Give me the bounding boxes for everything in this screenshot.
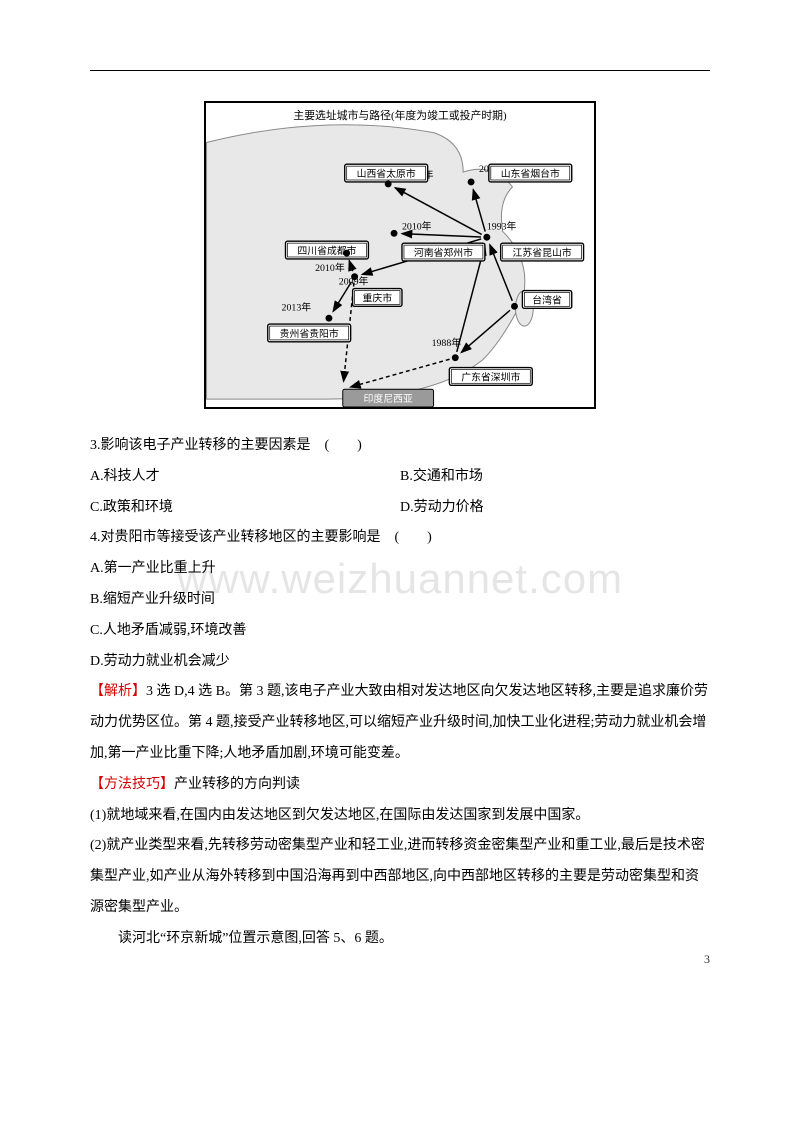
q3-stem: 3.影响该电子产业转移的主要因素是 ( ) [90,431,710,462]
svg-text:1993年: 1993年 [487,219,517,232]
q3-opt-c: C.政策和环境 [90,493,400,524]
map-figure: 主要选址城市与路径(年度为竣工或投产时期) 2003年2004年2010年199… [90,101,710,409]
svg-text:山西省太原市: 山西省太原市 [357,167,416,180]
analysis-label: 【解析】 [90,684,146,699]
svg-text:河南省郑州市: 河南省郑州市 [414,246,473,259]
svg-text:山东省烟台市: 山东省烟台市 [501,167,560,180]
q3-opt-d: D.劳动力价格 [400,493,484,524]
svg-text:重庆市: 重庆市 [363,291,393,304]
analysis-text: 3 选 D,4 选 B。第 3 题,该电子产业大致由相对发达地区向欠发达地区转移… [90,684,708,761]
page-number: 3 [704,952,710,967]
q4-opt-d: D.劳动力就业机会减少 [90,647,710,678]
svg-text:2013年: 2013年 [282,300,312,313]
q3-opt-b: B.交通和市场 [400,462,483,493]
svg-text:2010年: 2010年 [315,261,345,274]
header-rule [90,70,710,71]
svg-text:1988年: 1988年 [432,336,462,349]
svg-text:印度尼西亚: 印度尼西亚 [364,392,413,405]
q4-opt-c: C.人地矛盾减弱,环境改善 [90,616,710,647]
analysis: 【解析】3 选 D,4 选 B。第 3 题,该电子产业大致由相对发达地区向欠发达… [90,677,710,769]
svg-text:贵州省贵阳市: 贵州省贵阳市 [280,327,339,340]
method-p1: (1)就地域来看,在国内由发达地区到欠发达地区,在国际由发达国家到发展中国家。 [90,801,710,832]
content: 3.影响该电子产业转移的主要因素是 ( ) A.科技人才 B.交通和市场 C.政… [90,431,710,955]
method-p2: (2)就产业类型来看,先转移劳动密集型产业和轻工业,进而转移资金密集型产业和重工… [90,831,710,923]
q3-opt-a: A.科技人才 [90,462,400,493]
method-title: 产业转移的方向判读 [174,777,300,792]
svg-text:台湾省: 台湾省 [532,293,562,306]
q4-stem: 4.对贵阳市等接受该产业转移地区的主要影响是 ( ) [90,523,710,554]
svg-text:江苏省昆山市: 江苏省昆山市 [513,246,572,259]
svg-text:2010年: 2010年 [402,219,432,232]
svg-text:广东省深圳市: 广东省深圳市 [461,370,520,383]
svg-text:主要选址城市与路径(年度为竣工或投产时期): 主要选址城市与路径(年度为竣工或投产时期) [293,108,507,122]
next-lead: 读河北“环京新城”位置示意图,回答 5、6 题。 [90,924,710,955]
method-heading: 【方法技巧】产业转移的方向判读 [90,770,710,801]
q4-opt-b: B.缩短产业升级时间 [90,585,710,616]
method-label: 【方法技巧】 [90,777,174,792]
q4-opt-a: A.第一产业比重上升 [90,554,710,585]
